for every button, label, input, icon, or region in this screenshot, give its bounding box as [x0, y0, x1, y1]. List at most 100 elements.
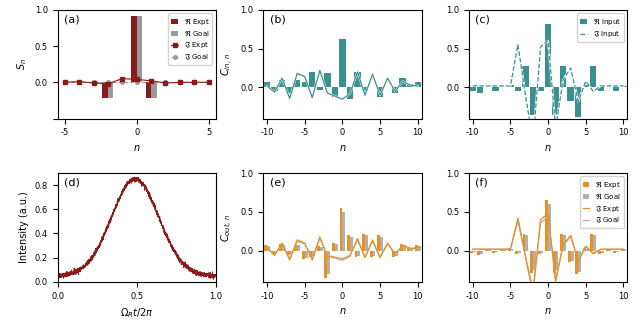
Bar	[571, 251, 573, 261]
Bar	[287, 251, 290, 255]
Y-axis label: $C_{in,\, n}$: $C_{in,\, n}$	[220, 52, 235, 76]
Bar	[332, 243, 335, 251]
Bar	[347, 87, 353, 99]
Bar	[305, 251, 308, 258]
Bar	[560, 234, 563, 251]
Bar	[317, 87, 323, 90]
Bar	[272, 251, 275, 254]
Bar	[605, 249, 609, 251]
Bar	[395, 251, 398, 256]
Bar	[370, 251, 372, 257]
Bar	[477, 87, 483, 93]
Bar	[267, 246, 270, 251]
Bar	[146, 82, 151, 98]
Bar	[400, 244, 403, 251]
Bar	[264, 245, 267, 251]
Bar	[403, 245, 406, 251]
Text: (a): (a)	[64, 14, 79, 24]
Bar	[264, 82, 270, 87]
Bar	[485, 249, 488, 251]
Legend: $\mathfrak{R}$ Input, $\mathfrak{I}$ Input: $\mathfrak{R}$ Input, $\mathfrak{I}$ Inp…	[577, 13, 624, 42]
Bar	[290, 251, 292, 254]
Bar	[470, 251, 473, 253]
X-axis label: $n$: $n$	[133, 143, 140, 153]
Bar	[601, 251, 604, 253]
Bar	[294, 80, 300, 87]
Bar	[515, 87, 521, 91]
Bar	[335, 244, 338, 251]
Bar	[480, 251, 483, 254]
Bar	[407, 247, 410, 251]
X-axis label: $n$: $n$	[545, 306, 552, 316]
Bar	[609, 249, 611, 251]
Bar	[508, 85, 514, 87]
Bar	[377, 235, 380, 251]
Bar	[473, 251, 476, 252]
Bar	[503, 249, 506, 251]
Bar	[578, 251, 581, 272]
Bar	[553, 251, 556, 272]
Bar	[279, 80, 285, 87]
Bar	[530, 251, 533, 272]
Bar	[538, 251, 541, 254]
Text: (c): (c)	[476, 14, 490, 24]
Bar	[545, 200, 548, 251]
Bar	[350, 237, 353, 251]
Bar	[309, 72, 316, 87]
Bar	[623, 249, 627, 251]
Bar	[312, 251, 315, 256]
Bar	[493, 251, 495, 253]
Bar	[108, 82, 113, 98]
Bar	[372, 251, 376, 256]
Bar	[358, 251, 360, 256]
Legend: $\mathfrak{R}$ Expt, $\mathfrak{R}$ Goal, $\mathfrak{I}$ Expt, $\mathfrak{I}$ Go: $\mathfrak{R}$ Expt, $\mathfrak{R}$ Goal…	[168, 13, 212, 65]
Bar	[380, 237, 383, 251]
Bar	[575, 251, 578, 274]
Legend: $\mathfrak{R}$ Expt, $\mathfrak{R}$ Goal, $\mathfrak{I}$ Expt, $\mathfrak{I}$ Go: $\mathfrak{R}$ Expt, $\mathfrak{R}$ Goal…	[580, 177, 624, 228]
Bar	[324, 251, 327, 278]
Bar	[332, 87, 338, 97]
Bar	[410, 248, 413, 251]
Bar	[586, 249, 589, 251]
Bar	[279, 244, 282, 251]
Bar	[347, 235, 350, 251]
X-axis label: $n$: $n$	[545, 143, 552, 153]
Bar	[365, 235, 368, 251]
Bar	[525, 235, 529, 251]
Bar	[392, 87, 398, 93]
X-axis label: $n$: $n$	[339, 306, 346, 316]
Bar	[102, 82, 108, 98]
X-axis label: $n$: $n$	[339, 143, 346, 153]
Bar	[294, 245, 297, 251]
Bar	[324, 73, 330, 87]
Bar	[377, 87, 383, 97]
Bar	[523, 234, 525, 251]
Bar	[320, 247, 323, 251]
Bar	[362, 87, 368, 91]
Bar	[522, 66, 529, 87]
Bar	[282, 245, 285, 251]
Text: (b): (b)	[269, 14, 285, 24]
Bar	[605, 86, 612, 87]
Bar	[287, 87, 293, 93]
Bar	[302, 251, 305, 259]
Bar	[477, 251, 480, 255]
Y-axis label: $S_n$: $S_n$	[15, 58, 29, 70]
Bar	[309, 251, 312, 257]
Bar	[500, 86, 506, 87]
Bar	[518, 251, 521, 253]
Bar	[541, 251, 543, 253]
Bar	[340, 208, 342, 251]
Bar	[545, 24, 551, 87]
Bar	[598, 251, 601, 254]
Y-axis label: $C_{out,\, n}$: $C_{out,\, n}$	[220, 213, 235, 242]
Bar	[556, 251, 559, 270]
Bar	[616, 251, 619, 252]
Bar	[511, 249, 513, 251]
Y-axis label: Intensity (a.u.): Intensity (a.u.)	[19, 191, 29, 263]
Bar	[415, 245, 418, 251]
Bar	[593, 235, 596, 251]
Bar	[621, 249, 623, 251]
Bar	[548, 204, 551, 251]
Bar	[583, 249, 586, 251]
